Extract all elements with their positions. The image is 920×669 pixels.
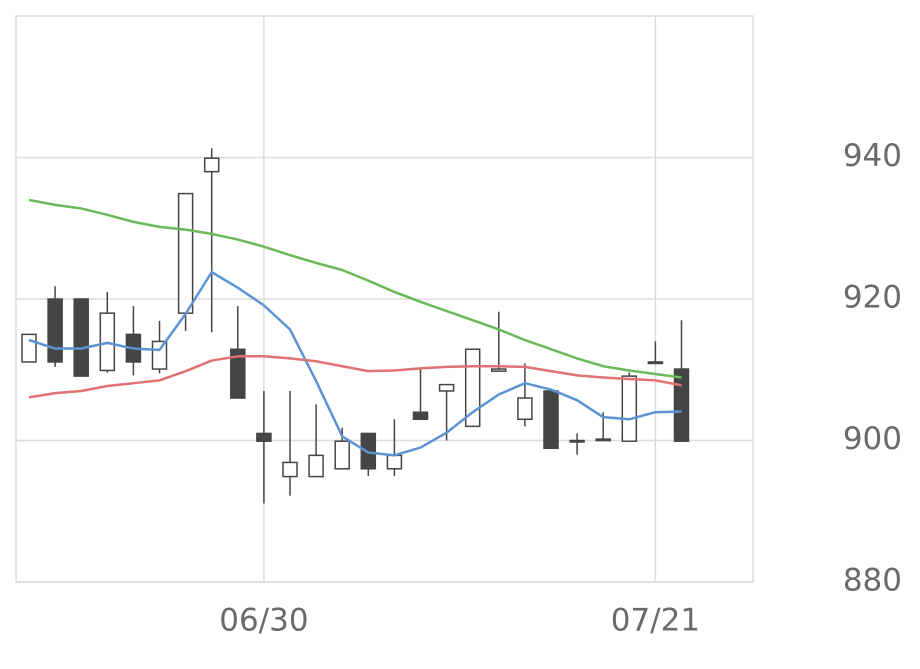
- candle-body: [230, 348, 246, 399]
- candle-body: [334, 440, 350, 470]
- candle-body: [21, 333, 37, 363]
- candle-body: [491, 368, 507, 372]
- candle-body: [282, 461, 298, 478]
- x-tick-label: 06/30: [219, 603, 308, 639]
- candle-body: [438, 383, 455, 392]
- candle-body: [412, 411, 429, 421]
- candle-body: [203, 157, 220, 173]
- candle-body: [595, 438, 611, 442]
- candle-body: [386, 454, 403, 470]
- y-tick-label: 900: [843, 421, 902, 457]
- candle-body: [543, 390, 559, 450]
- candle-body: [308, 454, 324, 478]
- moving-average-line: [28, 198, 682, 379]
- candle-body: [517, 397, 533, 421]
- candle-body: [151, 340, 168, 370]
- candle-body: [177, 192, 194, 314]
- y-tick-label: 880: [843, 563, 902, 599]
- candle-body: [569, 439, 585, 443]
- y-tick-label: 920: [843, 280, 902, 316]
- candle-body: [621, 375, 638, 442]
- candle-body: [73, 298, 89, 377]
- candle-body: [256, 432, 272, 442]
- y-tick-label: 940: [843, 138, 902, 174]
- candle-body: [464, 348, 481, 428]
- moving-average-line: [28, 270, 682, 457]
- candle-body: [47, 298, 63, 363]
- candle-body: [673, 368, 690, 442]
- moving-average-line: [28, 355, 682, 399]
- candle-body: [647, 361, 664, 365]
- x-tick-label: 07/21: [611, 603, 700, 639]
